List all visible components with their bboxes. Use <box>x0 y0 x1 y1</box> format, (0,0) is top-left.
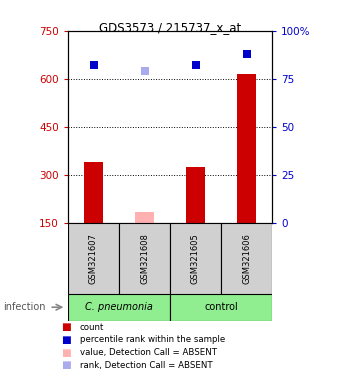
Text: ■: ■ <box>61 335 71 345</box>
Point <box>91 62 96 68</box>
Bar <box>135 212 154 223</box>
Text: control: control <box>204 302 238 312</box>
Bar <box>170 294 272 321</box>
Bar <box>84 162 103 223</box>
Bar <box>119 223 170 294</box>
Text: rank, Detection Call = ABSENT: rank, Detection Call = ABSENT <box>80 361 212 370</box>
Bar <box>237 74 256 223</box>
Text: GSM321605: GSM321605 <box>191 233 200 284</box>
Text: ■: ■ <box>61 348 71 358</box>
Text: GSM321608: GSM321608 <box>140 233 149 284</box>
Text: ■: ■ <box>61 322 71 332</box>
Bar <box>68 223 119 294</box>
Point <box>193 62 198 68</box>
Bar <box>68 294 170 321</box>
Text: value, Detection Call = ABSENT: value, Detection Call = ABSENT <box>80 348 217 357</box>
Text: GSM321606: GSM321606 <box>242 233 251 284</box>
Text: GSM321607: GSM321607 <box>89 233 98 284</box>
Text: infection: infection <box>3 302 46 312</box>
Bar <box>186 167 205 223</box>
Text: GDS3573 / 215737_x_at: GDS3573 / 215737_x_at <box>99 21 241 34</box>
Text: count: count <box>80 323 104 332</box>
Point <box>142 68 147 74</box>
Text: C. pneumonia: C. pneumonia <box>85 302 153 312</box>
Text: ■: ■ <box>61 360 71 370</box>
Text: percentile rank within the sample: percentile rank within the sample <box>80 335 225 344</box>
Point <box>244 51 249 57</box>
Bar <box>170 223 221 294</box>
Bar <box>221 223 272 294</box>
